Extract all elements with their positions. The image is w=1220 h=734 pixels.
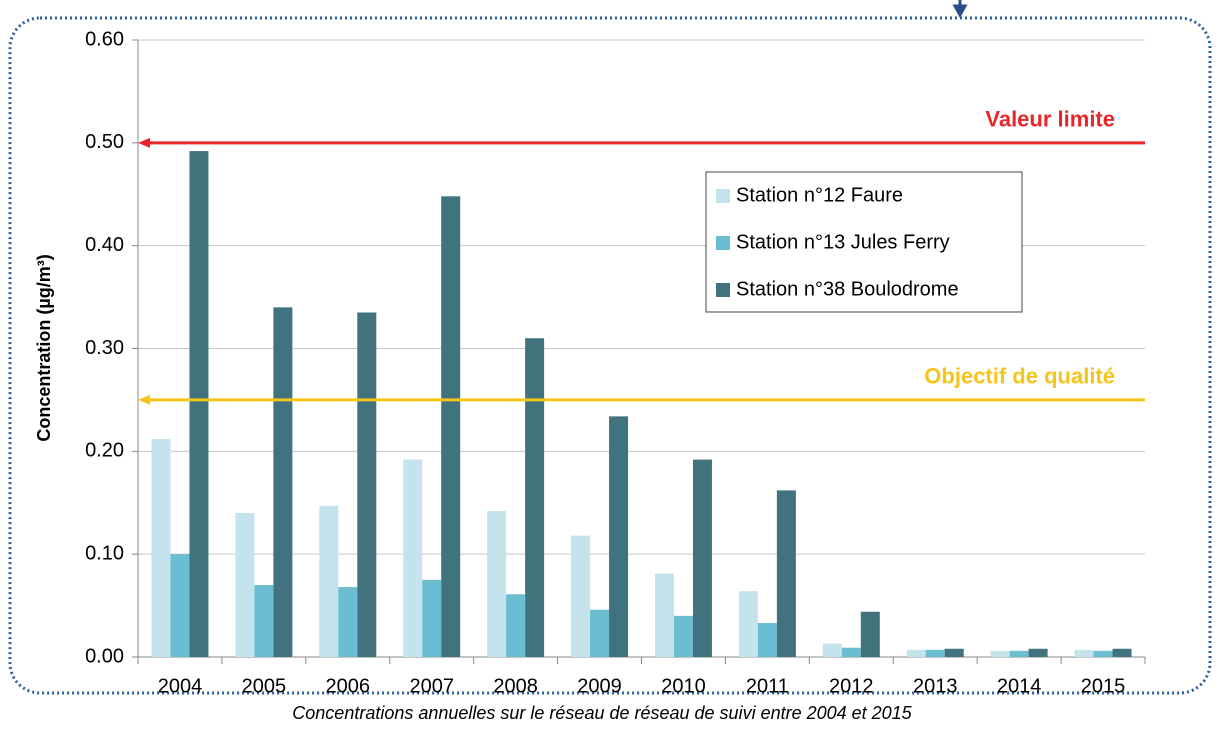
bar: [357, 312, 377, 657]
arrow: [952, 0, 968, 19]
bar: [189, 151, 209, 657]
bar: [441, 196, 461, 657]
bar: [254, 585, 274, 657]
legend-label: Station n°38 Boulodrome: [736, 278, 959, 300]
legend-swatch: [716, 283, 730, 297]
bar: [841, 647, 861, 657]
bar: [776, 490, 796, 657]
legend: Station n°12 Faure Station n°13 Jules Fer…: [705, 171, 1023, 313]
bar: [860, 611, 880, 657]
y-tick-label: 0.00: [85, 645, 124, 667]
legend-label: Station n°13 Jules Ferry: [736, 231, 950, 253]
x-tick-label: 2009: [577, 675, 622, 697]
legend-box: [705, 171, 1023, 313]
x-tick-label: 2015: [1081, 675, 1126, 697]
y-tick-label: 0.60: [85, 28, 124, 50]
bar: [319, 505, 339, 657]
bar: [692, 459, 712, 657]
x-tick-label: 2004: [158, 675, 203, 697]
bar: [1028, 648, 1048, 657]
bar: [338, 587, 358, 657]
reference-label: Objectif de qualité: [924, 364, 1115, 389]
bar: [906, 649, 926, 657]
x-tick-label: 2012: [829, 675, 874, 697]
x-tick-label: 2005: [242, 675, 287, 697]
x-tick-label: 2008: [493, 675, 538, 697]
bar: [990, 650, 1010, 657]
reference-label: Valeur limite: [985, 107, 1115, 132]
x-tick-label: 2011: [746, 675, 789, 697]
x-tick-label: 2007: [409, 675, 454, 697]
frame: [8, 16, 1212, 695]
bar: [403, 459, 423, 657]
y-tick-label: 0.10: [85, 542, 124, 564]
bar: [273, 307, 293, 657]
reference-arrow: [138, 137, 150, 148]
bar: [506, 594, 526, 657]
bar: [1074, 649, 1094, 657]
bar: [673, 615, 693, 657]
bar: [1112, 648, 1132, 657]
bar: [422, 579, 442, 657]
x-tick-label: 2014: [997, 675, 1042, 697]
bar: [525, 338, 545, 657]
legend-swatch: [716, 236, 730, 250]
y-tick-label: 0.30: [85, 337, 124, 359]
bar: [590, 609, 610, 657]
bar: [822, 643, 842, 657]
bar: [609, 416, 629, 657]
bar: [1009, 650, 1029, 657]
bar: [170, 554, 190, 657]
bar: [571, 535, 591, 657]
bar: [654, 573, 674, 657]
x-tick-label: 2013: [913, 675, 958, 697]
bar: [235, 513, 255, 657]
bar: [1093, 650, 1113, 657]
bar: [944, 648, 964, 657]
caption: Concentrations annuelles sur le réseau d…: [292, 703, 912, 723]
y-axis-label: Concentration (µg/m³): [34, 254, 54, 441]
bar: [151, 438, 171, 657]
bar: [487, 510, 507, 657]
x-tick-label: 2006: [326, 675, 371, 697]
y-tick-label: 0.40: [85, 234, 124, 256]
legend-label: Station n°12 Faure: [736, 184, 903, 206]
y-tick-label: 0.50: [85, 131, 124, 153]
legend-swatch: [716, 189, 730, 203]
bar: [738, 591, 758, 657]
bar: [757, 623, 777, 657]
x-tick-label: 2010: [661, 675, 706, 697]
y-tick-label: 0.20: [85, 440, 124, 462]
bar: [925, 649, 945, 657]
reference-arrow: [138, 394, 150, 405]
